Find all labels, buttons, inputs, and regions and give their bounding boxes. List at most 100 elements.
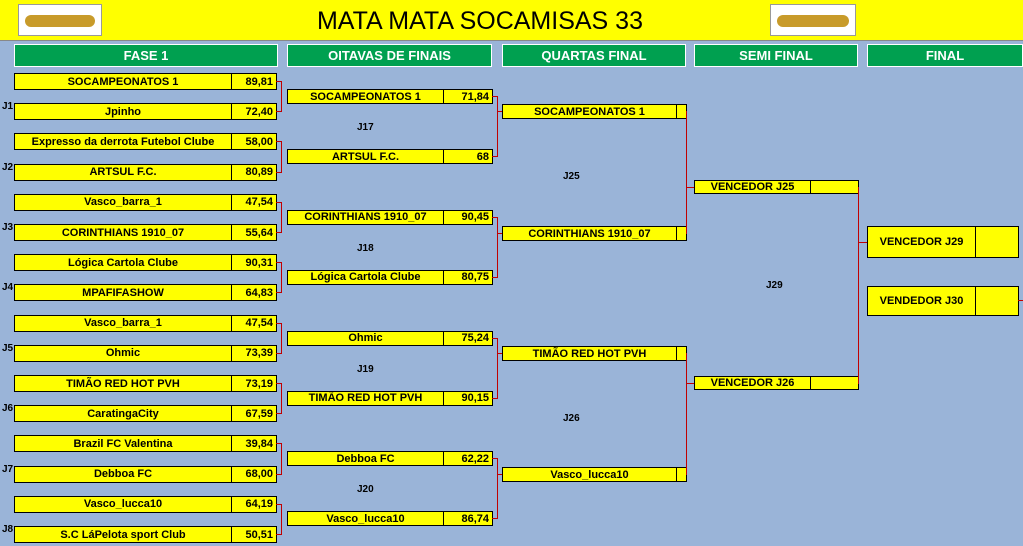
connector bbox=[276, 171, 281, 173]
match-label: J7 bbox=[2, 463, 14, 475]
team-score: 64,83 bbox=[231, 284, 277, 302]
team-name: ARTSUL F.C. bbox=[287, 149, 444, 164]
connector bbox=[276, 322, 281, 324]
team-name: SOCAMPEONATOS 1 bbox=[14, 73, 232, 90]
team-score: 68 bbox=[443, 149, 493, 164]
team-score: 67,59 bbox=[231, 405, 277, 423]
connector bbox=[276, 141, 281, 143]
team-name: Debboa FC bbox=[14, 465, 232, 483]
connector bbox=[492, 156, 497, 157]
column-header: FINAL bbox=[867, 44, 1023, 67]
connector bbox=[276, 352, 281, 354]
connector bbox=[276, 443, 281, 445]
team-name: CORINTHIANS 1910_07 bbox=[14, 224, 232, 241]
team-name: VENCEDOR J29 bbox=[867, 226, 976, 258]
column-header: SEMI FINAL bbox=[694, 44, 858, 67]
connector bbox=[686, 383, 694, 384]
connector bbox=[492, 337, 497, 339]
connector bbox=[276, 383, 281, 384]
team-score: 80,89 bbox=[231, 163, 277, 181]
connector bbox=[276, 534, 281, 535]
match-label: J20 bbox=[357, 484, 374, 496]
team-name: CaratingaCity bbox=[14, 405, 232, 423]
team-name: TIMÃO RED HOT PVH bbox=[14, 375, 232, 392]
connector bbox=[497, 458, 498, 520]
connector bbox=[497, 111, 502, 112]
column-header: FASE 1 bbox=[14, 44, 278, 67]
team-name: VENCEDOR J25 bbox=[694, 180, 811, 194]
title: MATA MATA SOCAMISAS 33 bbox=[316, 7, 643, 35]
column-header: OITAVAS DE FINAIS bbox=[287, 44, 492, 67]
connector bbox=[281, 383, 282, 415]
team-name: Ohmic bbox=[287, 330, 444, 346]
team-name: VENDEDOR J30 bbox=[867, 286, 976, 316]
match-label: J3 bbox=[2, 221, 14, 233]
connector bbox=[686, 111, 687, 234]
connector bbox=[497, 337, 498, 399]
connector bbox=[492, 458, 497, 460]
logo bbox=[18, 4, 102, 36]
team-name: Brazil FC Valentina bbox=[14, 435, 232, 453]
connector bbox=[276, 473, 281, 475]
connector bbox=[686, 353, 687, 475]
connector bbox=[492, 216, 497, 218]
team-score: 64,19 bbox=[231, 495, 277, 513]
team-score: 50,51 bbox=[231, 526, 277, 543]
match-label: J4 bbox=[2, 282, 14, 294]
connector bbox=[1018, 300, 1023, 301]
connector bbox=[281, 503, 282, 535]
match-label: J2 bbox=[2, 161, 14, 173]
team-score: 90,45 bbox=[443, 209, 493, 225]
match-label: J17 bbox=[357, 122, 374, 133]
team-name: Vasco_barra_1 bbox=[14, 193, 232, 211]
connector bbox=[497, 216, 498, 278]
match-label: J19 bbox=[357, 363, 374, 375]
team-score bbox=[810, 180, 859, 194]
team-name: Lógica Cartola Clube bbox=[14, 254, 232, 272]
team-name: Expresso da derrota Futebol Clube bbox=[14, 133, 232, 151]
team-name: Debboa FC bbox=[287, 451, 444, 467]
team-score: 47,54 bbox=[231, 314, 277, 332]
team-score bbox=[975, 286, 1019, 316]
connector bbox=[276, 292, 281, 294]
team-score: 71,84 bbox=[443, 89, 493, 104]
team-name: TIMÃO RED HOT PVH bbox=[287, 390, 444, 406]
column-header: QUARTAS FINAL bbox=[502, 44, 686, 67]
connector bbox=[281, 262, 282, 294]
team-name: Vasco_lucca10 bbox=[502, 467, 677, 482]
connector bbox=[276, 81, 281, 82]
connector bbox=[858, 187, 859, 384]
connector bbox=[281, 201, 282, 233]
match-label: J6 bbox=[2, 403, 14, 415]
connector bbox=[686, 187, 694, 188]
team-name: S.C LáPelota sport Club bbox=[14, 526, 232, 543]
team-name: SOCAMPEONATOS 1 bbox=[287, 89, 444, 104]
team-score: 90,31 bbox=[231, 254, 277, 272]
match-label: J29 bbox=[766, 280, 783, 291]
match-label: J8 bbox=[2, 523, 14, 535]
team-name: ARTSUL F.C. bbox=[14, 163, 232, 181]
team-score: 80,75 bbox=[443, 269, 493, 285]
connector bbox=[858, 242, 867, 243]
match-label: J26 bbox=[563, 413, 580, 424]
team-score: 39,84 bbox=[231, 435, 277, 453]
team-name: TIMÃO RED HOT PVH bbox=[502, 346, 677, 361]
match-label: J5 bbox=[2, 342, 14, 354]
team-score: 47,54 bbox=[231, 193, 277, 211]
team-score: 58,00 bbox=[231, 133, 277, 151]
connector bbox=[492, 518, 497, 520]
team-name: Vasco_lucca10 bbox=[14, 495, 232, 513]
connector bbox=[492, 96, 497, 97]
connector bbox=[276, 201, 281, 203]
connector bbox=[497, 474, 502, 475]
connector bbox=[281, 81, 282, 113]
connector bbox=[281, 443, 282, 475]
team-score: 55,64 bbox=[231, 224, 277, 241]
team-name: VENCEDOR J26 bbox=[694, 376, 811, 390]
connector bbox=[492, 276, 497, 278]
connector bbox=[492, 397, 497, 399]
connector bbox=[497, 233, 502, 234]
team-score: 73,39 bbox=[231, 344, 277, 362]
team-score: 86,74 bbox=[443, 511, 493, 527]
match-label: J25 bbox=[563, 171, 580, 182]
